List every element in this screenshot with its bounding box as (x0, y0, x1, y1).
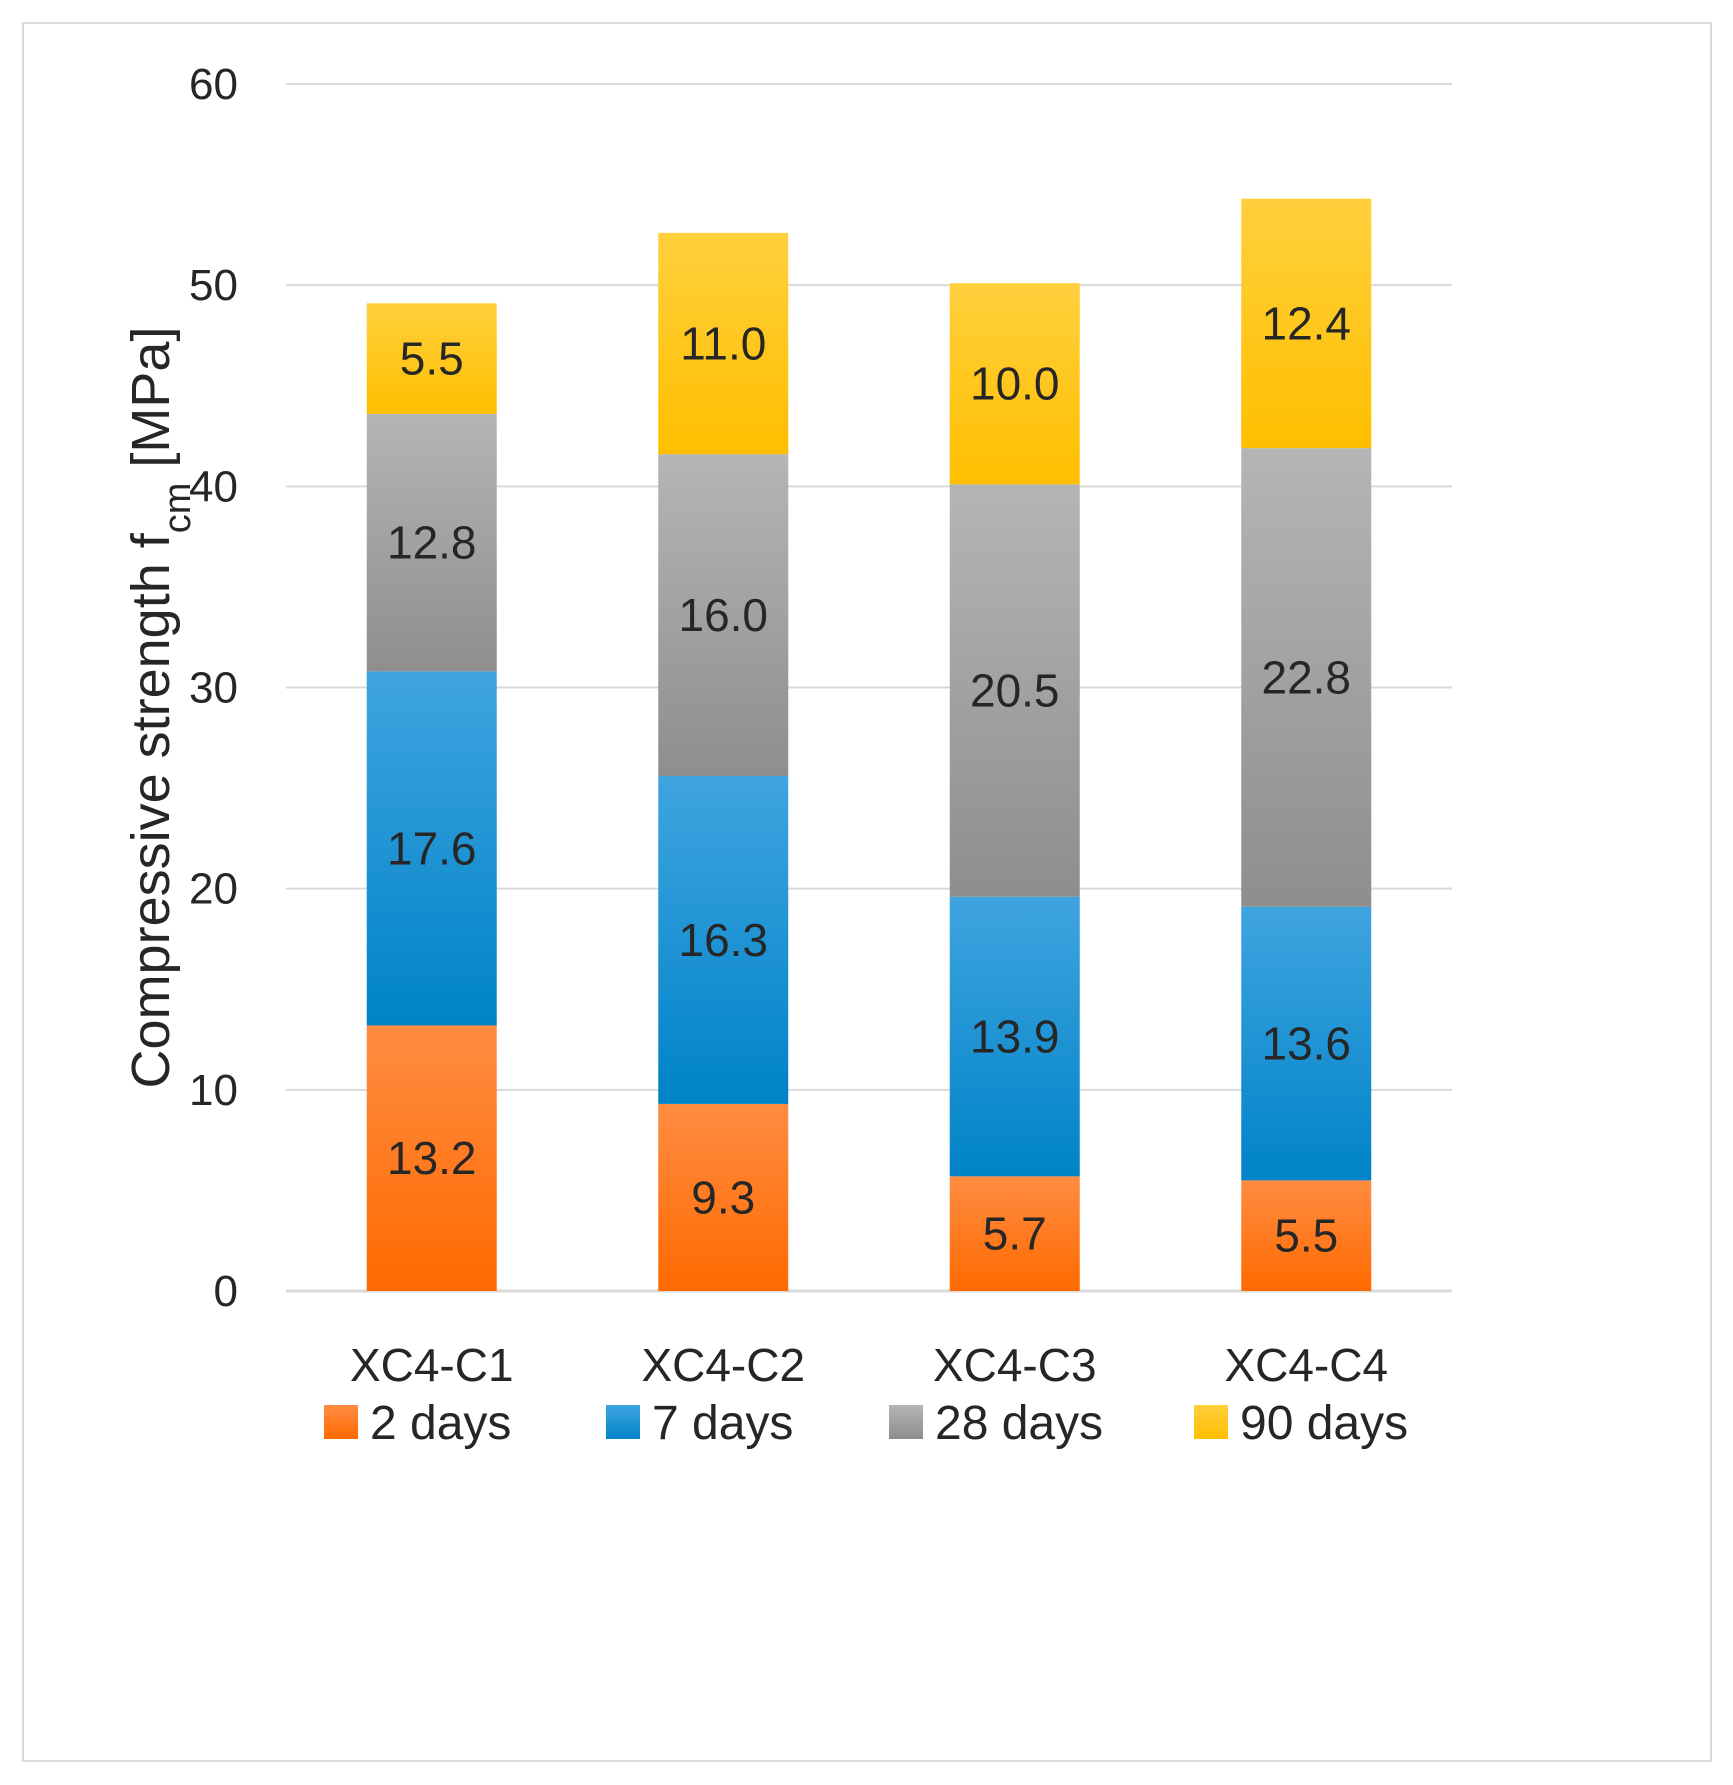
bar-segment-2-days-XC4-C2 (658, 1103, 789, 1291)
legend-swatch-7-days (606, 1405, 640, 1439)
data-label: 20.5 (970, 665, 1060, 717)
data-label: 5.7 (983, 1208, 1047, 1260)
data-label: 16.3 (678, 914, 768, 966)
y-tick-label: 0 (214, 1267, 238, 1316)
y-axis-title-unit: [MPa] (121, 327, 181, 483)
y-tick-label: 20 (189, 865, 238, 914)
bar-segment-2-days-XC4-C1 (366, 1025, 497, 1291)
x-category-label: XC4-C4 (1224, 1339, 1388, 1391)
y-axis-ticks: 0 10 20 30 40 50 60 (189, 60, 238, 1316)
legend: 2 days 7 days 28 days 90 days (324, 1397, 1408, 1450)
y-tick-label: 10 (189, 1066, 238, 1115)
bar-segment-7-days-XC4-C4 (1241, 906, 1372, 1181)
data-label: 12.4 (1261, 297, 1351, 349)
y-tick-label: 60 (189, 60, 238, 109)
data-label: 11.0 (680, 318, 766, 370)
bars (366, 198, 1372, 1291)
data-label: 9.3 (691, 1171, 755, 1223)
bar-segment-2-days-XC4-C4 (1241, 1180, 1372, 1291)
bar-segment-90-days-XC4-C2 (658, 232, 789, 455)
legend-label: 7 days (652, 1397, 793, 1450)
x-category-label: XC4-C1 (350, 1339, 514, 1391)
bar-segment-90-days-XC4-C4 (1241, 198, 1372, 449)
data-labels: 13.2 17.6 12.8 5.5 9.3 16.3 16.0 11.0 5.7 13.9 20.… (387, 297, 1351, 1261)
legend-swatch-28-days (889, 1405, 923, 1439)
bar-segment-28-days-XC4-C3 (949, 484, 1080, 897)
legend-label: 28 days (935, 1397, 1103, 1450)
x-category-label: XC4-C3 (933, 1339, 1097, 1391)
bar-segment-28-days-XC4-C2 (658, 454, 789, 777)
data-label: 13.9 (970, 1011, 1060, 1063)
y-axis-title-main: Compressive strength f (121, 532, 181, 1088)
data-label: 17.6 (387, 822, 477, 874)
data-label: 22.8 (1261, 651, 1351, 703)
bar-segment-90-days-XC4-C3 (949, 283, 1080, 485)
y-tick-label: 30 (189, 664, 238, 713)
y-tick-label: 50 (189, 261, 238, 310)
chart-frame: 0 10 20 30 40 50 60 13.2 17.6 12.8 5.5 9.3 16.3 16.0… (22, 22, 1712, 1762)
data-label: 12.8 (387, 517, 477, 569)
data-label: 5.5 (1274, 1210, 1338, 1262)
data-label: 13.6 (1261, 1018, 1351, 1070)
data-label: 5.5 (400, 333, 464, 385)
legend-label: 90 days (1240, 1397, 1408, 1450)
y-axis-title: Compressive strength fcm [MPa] (121, 327, 199, 1089)
x-axis-categories: XC4-C1 XC4-C2 XC4-C3 XC4-C4 (350, 1339, 1388, 1391)
legend-swatch-90-days (1194, 1405, 1228, 1439)
bar-segment-7-days-XC4-C1 (366, 671, 497, 1026)
x-category-label: XC4-C2 (641, 1339, 805, 1391)
y-tick-label: 40 (189, 462, 238, 511)
legend-swatch-2-days (324, 1405, 358, 1439)
stacked-bar-chart: 0 10 20 30 40 50 60 13.2 17.6 12.8 5.5 9.3 16.3 16.0… (121, 60, 1452, 1450)
bar-segment-28-days-XC4-C4 (1241, 448, 1372, 907)
bar-segment-28-days-XC4-C1 (366, 413, 497, 672)
bar-segment-7-days-XC4-C3 (949, 896, 1080, 1177)
bar-segment-90-days-XC4-C1 (366, 303, 497, 414)
legend-label: 2 days (370, 1397, 511, 1450)
y-axis-title-subscript: cm (157, 483, 199, 534)
bar-segment-2-days-XC4-C3 (949, 1176, 1080, 1291)
data-label: 10.0 (970, 358, 1060, 410)
bar-segment-7-days-XC4-C2 (658, 776, 789, 1104)
data-label: 16.0 (678, 589, 768, 641)
data-label: 13.2 (387, 1132, 477, 1184)
